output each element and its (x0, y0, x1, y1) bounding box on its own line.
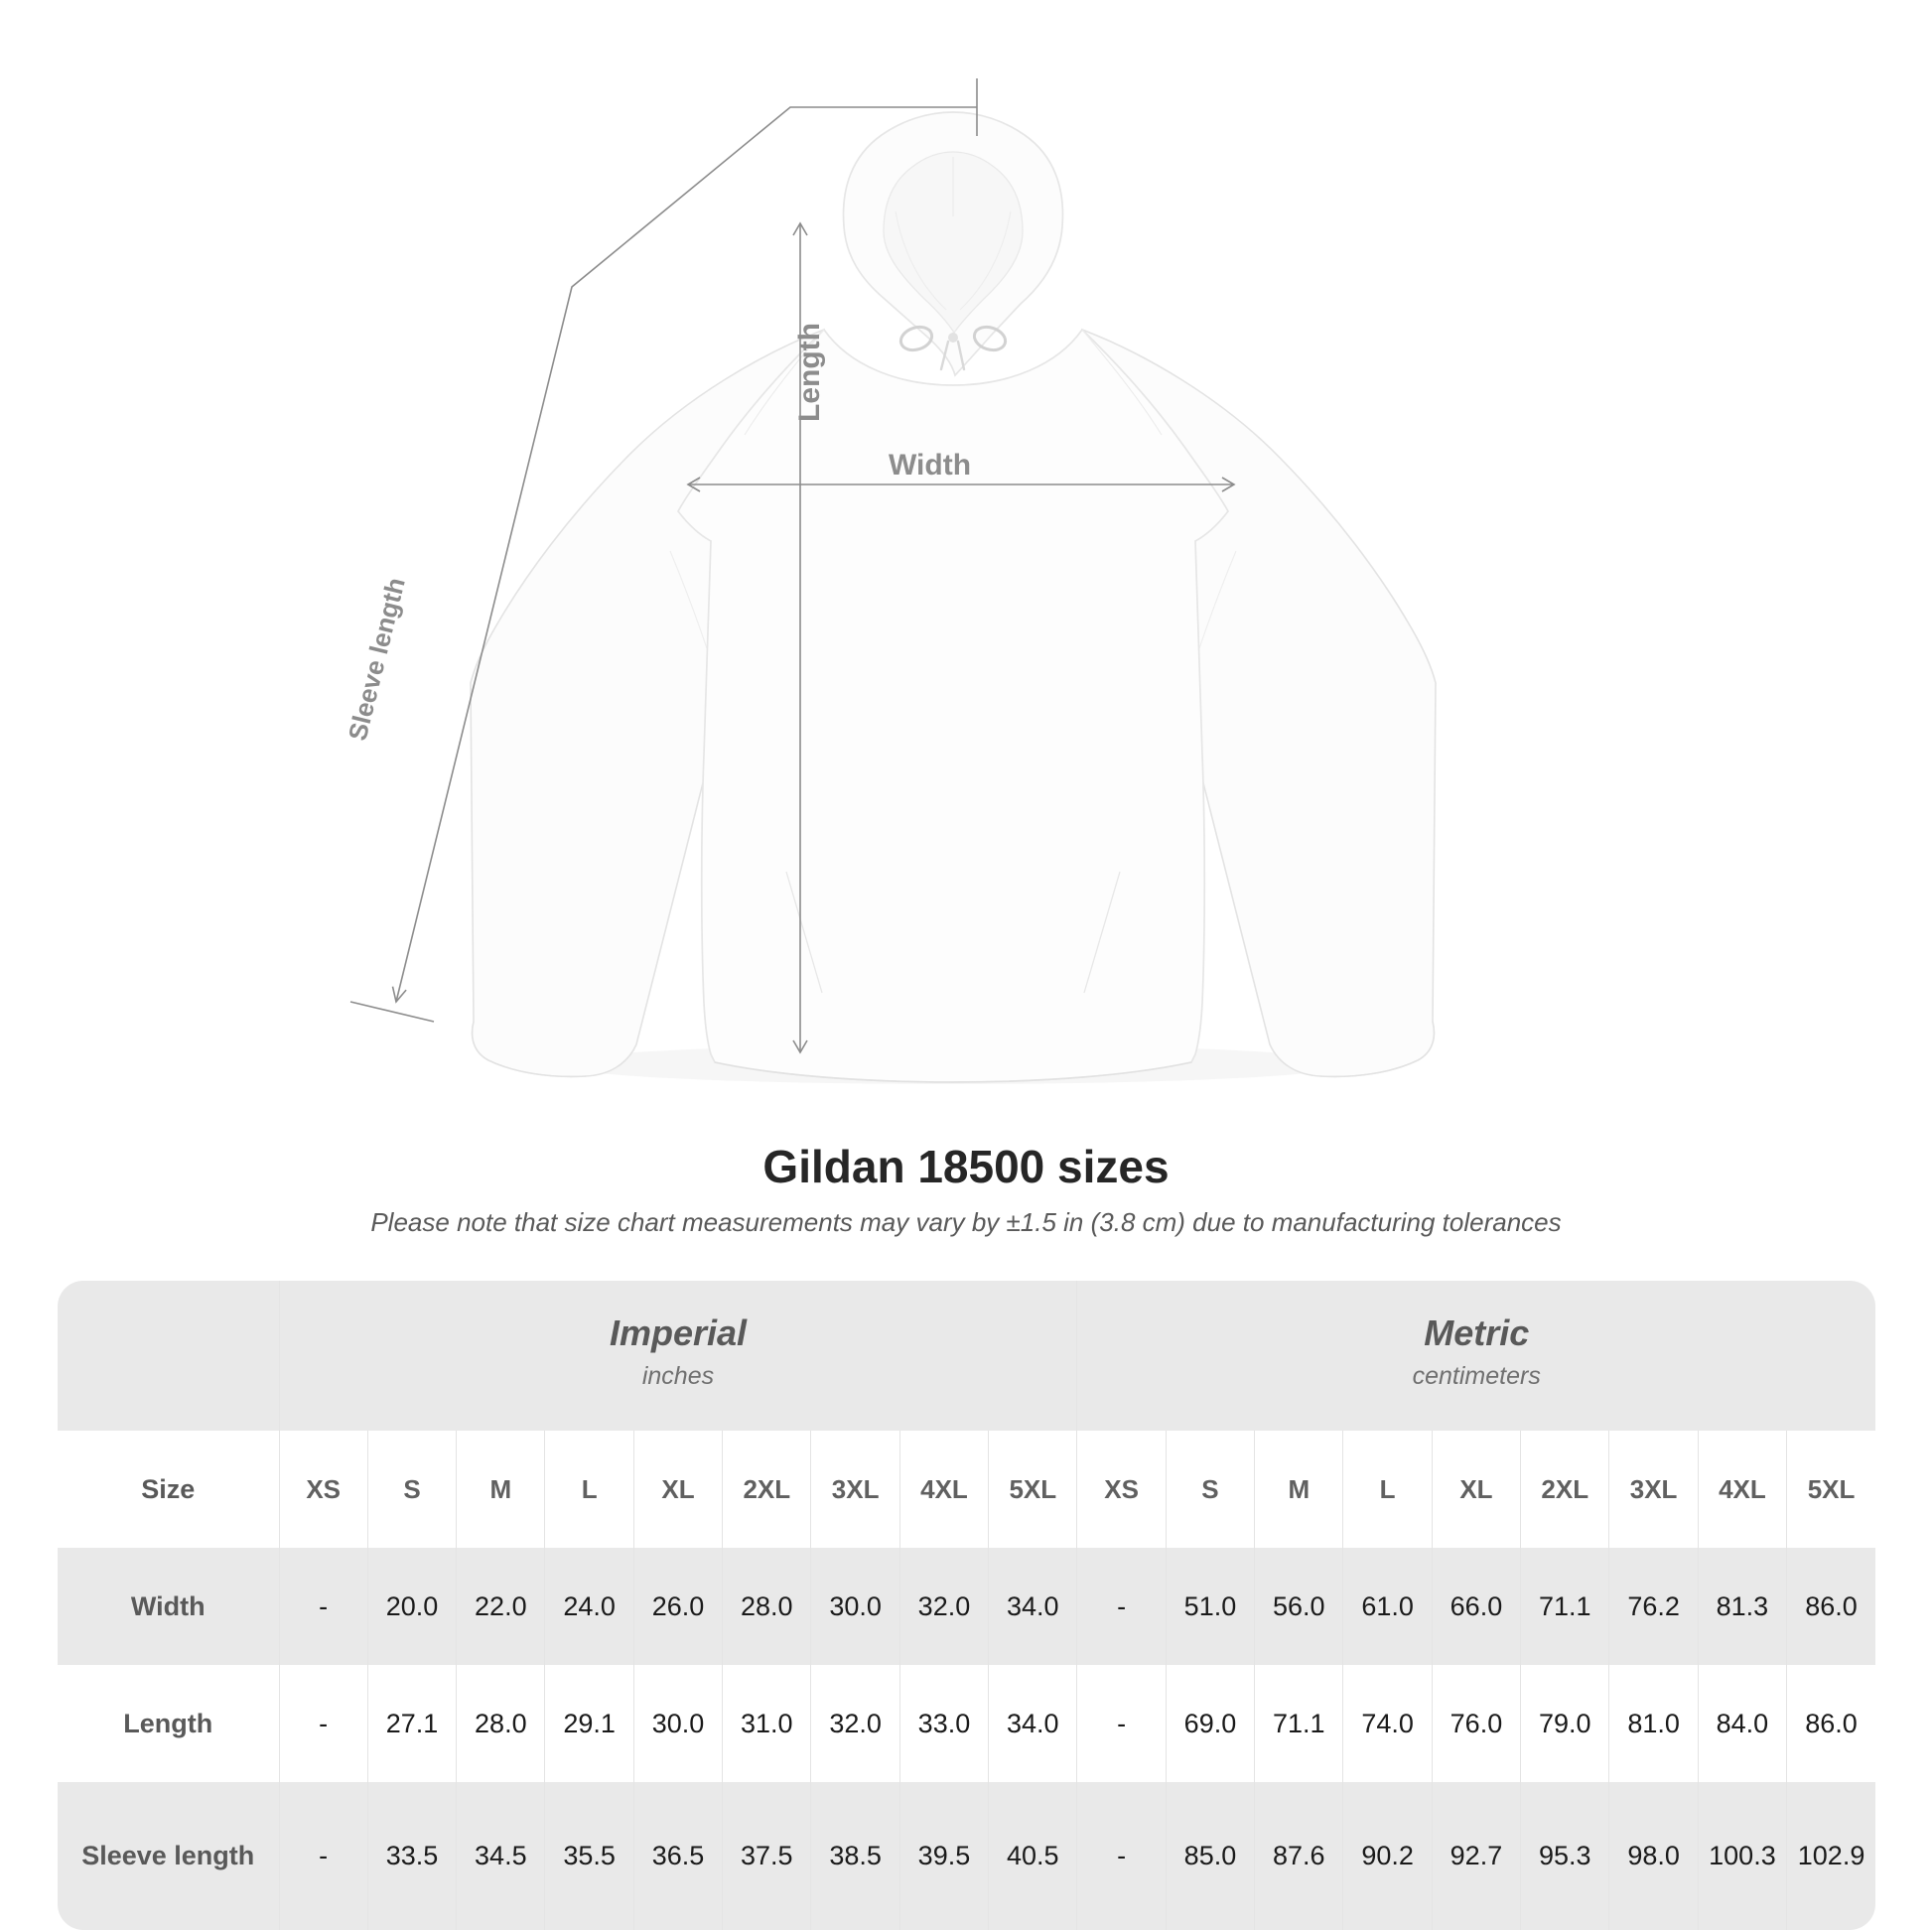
svg-text:Width: Width (889, 449, 971, 482)
svg-text:Sleeve length: Sleeve length (343, 575, 411, 744)
svg-text:Length: Length (793, 323, 826, 422)
